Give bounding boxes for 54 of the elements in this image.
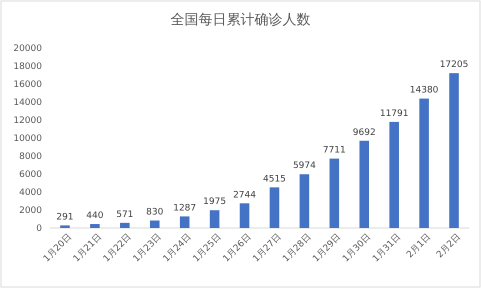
data-label: 9692 [352,128,376,138]
y-tick-label: 10000 [13,134,42,144]
y-tick-label: 4000 [19,188,42,198]
x-tick-label: 2月1日 [405,232,434,260]
data-label: 440 [86,211,104,222]
x-tick-label: 1月26日 [221,232,254,264]
data-label: 7711 [322,146,346,156]
y-tick-label: 14000 [13,98,42,108]
data-label: 17205 [440,60,468,70]
data-label: 11791 [380,108,408,119]
bar [150,220,160,228]
data-label: 5974 [292,161,316,172]
chart-title: 全国每日累计确诊人数 [170,12,310,28]
bar [180,216,190,228]
x-tick-label: 1月25日 [192,232,224,264]
y-tick-label: 16000 [13,80,42,90]
y-tick-label: 6000 [19,170,42,180]
y-tick-label: 20000 [13,44,42,54]
x-tick-label: 1月30日 [341,232,374,264]
x-tick-label: 1月31日 [371,232,404,264]
x-tick-label: 1月23日 [132,232,164,264]
y-tick-label: 12000 [13,116,42,126]
x-tick-label: 2月2日 [435,232,463,260]
bar [60,225,70,228]
bar [240,203,250,228]
x-tick-label: 1月29日 [311,232,344,264]
y-tick-label: 8000 [19,152,42,162]
data-label: 1287 [173,203,196,214]
y-tick-label: 0 [36,224,42,234]
bar [90,224,100,228]
x-tick-label: 1月21日 [72,232,104,264]
data-label: 14380 [410,86,439,96]
bar [330,158,340,228]
data-label: 291 [56,212,74,222]
x-tick-label: 1月28日 [281,232,314,264]
data-label: 571 [116,210,134,220]
data-label: 1975 [203,197,226,208]
bar [210,210,220,228]
x-tick-label: 1月27日 [251,232,284,264]
y-tick-label: 18000 [13,62,42,72]
bar [300,174,310,228]
bar [419,98,429,228]
bar [120,222,130,228]
y-tick-label: 2000 [19,206,42,216]
bar [389,122,399,228]
x-tick-label: 1月22日 [102,232,134,264]
bar [270,187,280,228]
data-label: 830 [146,208,164,218]
data-label: 4515 [263,174,286,184]
bar [359,140,370,228]
x-tick-label: 1月20日 [42,232,74,264]
x-tick-label: 1月24日 [162,232,194,264]
bar [449,73,459,228]
data-label: 2744 [233,190,256,200]
